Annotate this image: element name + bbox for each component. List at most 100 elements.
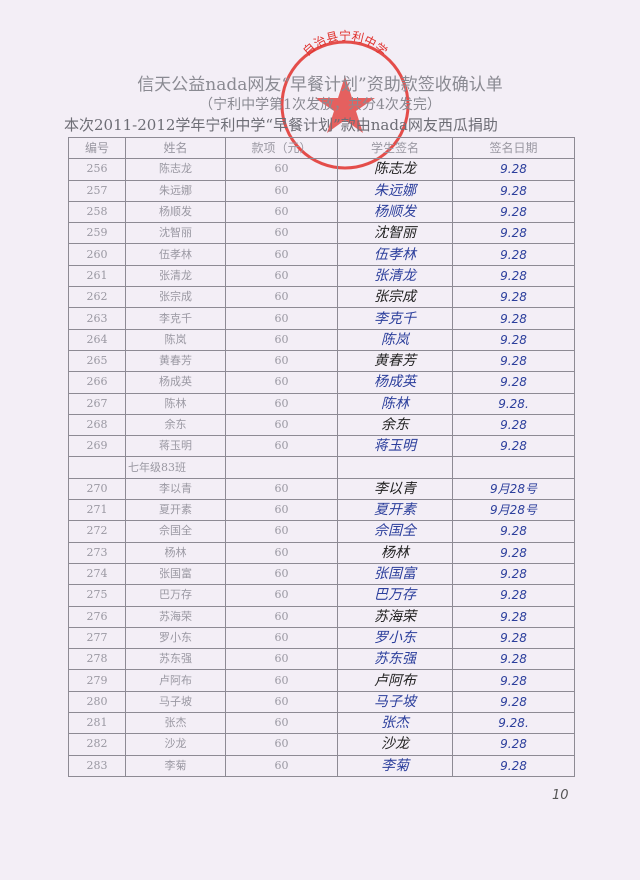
- student-name: 苏海荣: [125, 605, 226, 628]
- signature-date: 9.28: [452, 626, 575, 650]
- table-row: 278 苏东强 60 苏东强 9.28: [68, 648, 575, 671]
- row-number: 265: [68, 349, 126, 373]
- row-number: 277: [68, 626, 126, 650]
- amount: 60: [225, 605, 338, 628]
- amount: 60: [225, 307, 338, 330]
- student-name: 佘国全: [125, 520, 226, 543]
- row-number: 263: [68, 307, 126, 330]
- table-row: 276 苏海荣 60 苏海荣 9.28: [68, 605, 575, 628]
- signature-date: 9.28.: [452, 392, 575, 415]
- student-signature: 张宗成: [337, 286, 453, 309]
- document-subtitle: （宁利中学第1次发放，共分4次发完）: [199, 97, 441, 113]
- student-signature: 张国富: [337, 562, 453, 586]
- table-row: 281 张杰 60 张杰 9.28.: [68, 712, 575, 735]
- student-name: 李以青: [125, 477, 226, 501]
- student-signature: 杨成英: [337, 371, 453, 394]
- row-number: 261: [68, 264, 126, 288]
- amount: 60: [225, 712, 338, 735]
- student-name: 余东: [125, 413, 226, 437]
- amount: 60: [225, 349, 338, 373]
- student-signature: 苏东强: [337, 648, 453, 671]
- row-number: 269: [68, 435, 126, 458]
- donation-note: 本次2011-2012学年宁利中学“早餐计划”款由nada网友西瓜捐助: [64, 116, 498, 134]
- student-signature: 沈智丽: [337, 222, 453, 245]
- signature-date: 9.28.: [452, 712, 575, 735]
- student-name: 杨林: [125, 541, 226, 564]
- row-number: 279: [68, 669, 126, 692]
- amount: 60: [225, 690, 338, 714]
- amount: 60: [225, 413, 338, 437]
- student-name: 蒋玉明: [125, 435, 226, 458]
- document-title: 信天公益nada网友“早餐计划”资助款签收确认单: [137, 75, 503, 95]
- row-number: 281: [68, 712, 126, 735]
- amount: 60: [225, 435, 338, 458]
- empty-cell: [452, 456, 575, 479]
- table-header: 编号 姓名 款项（元） 学生签名 签名日期: [68, 136, 575, 160]
- amount: 60: [225, 477, 338, 501]
- student-name: 黄春芳: [125, 349, 226, 373]
- signature-date: 9月28号: [452, 499, 575, 522]
- student-signature: 陈志龙: [337, 158, 453, 181]
- student-name: 陈岚: [125, 328, 226, 351]
- student-name: 卢阿布: [125, 669, 226, 692]
- student-name: 伍孝林: [125, 243, 226, 266]
- table-row: 267 陈林 60 陈林 9.28.: [68, 392, 575, 415]
- student-signature: 李菊: [337, 754, 453, 777]
- table-row: 264 陈岚 60 陈岚 9.28: [68, 328, 575, 351]
- row-number: 256: [68, 158, 126, 181]
- student-signature: 杨林: [337, 541, 453, 564]
- signature-date: 9.28: [452, 286, 575, 309]
- signature-date: 9.28: [452, 605, 575, 628]
- amount: 60: [225, 584, 338, 607]
- amount: 60: [225, 754, 338, 777]
- signature-date: 9.28: [452, 733, 575, 756]
- class-label: 七年级83班: [125, 456, 226, 479]
- amount: 60: [225, 733, 338, 756]
- table-row: 257 朱远娜 60 朱远娜 9.28: [68, 179, 575, 202]
- amount: 60: [225, 392, 338, 415]
- table-row: 263 李克千 60 李克千 9.28: [68, 307, 575, 330]
- row-number: 278: [68, 648, 126, 671]
- row-number: 266: [68, 371, 126, 394]
- student-name: 张杰: [125, 712, 226, 735]
- student-name: 夏开素: [125, 499, 226, 522]
- signature-date: 9.28: [452, 648, 575, 671]
- table-row: 274 张国富 60 张国富 9.28: [68, 562, 575, 586]
- amount: 60: [225, 371, 338, 394]
- header-no: 编号: [68, 136, 126, 160]
- amount: 60: [225, 648, 338, 671]
- signature-date: 9.28: [452, 179, 575, 202]
- signature-date: 9.28: [452, 541, 575, 564]
- row-number: 271: [68, 499, 126, 522]
- signature-date: 9.28: [452, 690, 575, 714]
- amount: 60: [225, 328, 338, 351]
- amount: 60: [225, 562, 338, 586]
- table-row: 273 杨林 60 杨林 9.28: [68, 541, 575, 564]
- student-signature: 杨顺发: [337, 200, 453, 224]
- amount: 60: [225, 286, 338, 309]
- signature-date: 9.28: [452, 584, 575, 607]
- student-name: 巴万存: [125, 584, 226, 607]
- student-signature: 张清龙: [337, 264, 453, 288]
- signature-date: 9.28: [452, 669, 575, 692]
- student-signature: 沙龙: [337, 733, 453, 756]
- student-signature: 巴万存: [337, 584, 453, 607]
- row-number: 257: [68, 179, 126, 202]
- student-signature: 罗小东: [337, 626, 453, 650]
- signature-date: 9.28: [452, 264, 575, 288]
- signature-date: 9.28: [452, 243, 575, 266]
- row-number: 264: [68, 328, 126, 351]
- table-row: 266 杨成英 60 杨成英 9.28: [68, 371, 575, 394]
- student-signature: 马子坡: [337, 690, 453, 714]
- student-name: 陈志龙: [125, 158, 226, 181]
- empty-cell: [225, 456, 338, 479]
- signature-date: 9.28: [452, 754, 575, 777]
- header-amount: 款项（元）: [225, 136, 338, 160]
- signature-date: 9.28: [452, 520, 575, 543]
- student-signature: 伍孝林: [337, 243, 453, 266]
- row-number: 262: [68, 286, 126, 309]
- signature-date: 9.28: [452, 349, 575, 373]
- student-name: 沙龙: [125, 733, 226, 756]
- table-row: 270 李以青 60 李以青 9月28号: [68, 477, 575, 501]
- student-signature: 朱远娜: [337, 179, 453, 202]
